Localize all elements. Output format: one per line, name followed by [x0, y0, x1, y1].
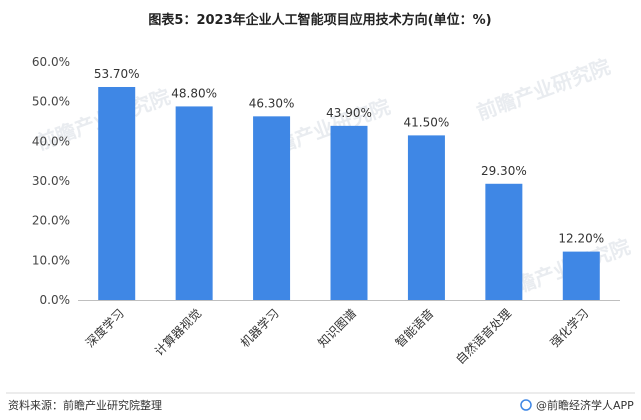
bar	[330, 125, 368, 300]
y-tick-label: 30.0%	[32, 174, 70, 188]
y-axis: 0.0% 10.0% 20.0% 30.0% 40.0% 50.0% 60.0%	[32, 55, 70, 307]
y-tick-label: 60.0%	[32, 55, 70, 69]
y-tick-label: 10.0%	[32, 253, 70, 267]
y-tick-label: 20.0%	[32, 214, 70, 228]
data-label: 46.30%	[249, 96, 295, 110]
brand-logo	[520, 399, 532, 411]
bar	[98, 86, 136, 301]
watermark-3: 前瞻产业研究院	[474, 54, 614, 124]
bar	[175, 106, 213, 300]
brand-icon	[520, 399, 532, 411]
data-labels: 53.70% 48.80% 46.30% 43.90% 41.50% 29.30% 12.2…	[94, 67, 604, 246]
x-tick-label: 计算器视觉	[151, 306, 204, 359]
source-note: 资料来源：前瞻产业研究院整理	[8, 398, 162, 412]
data-label: 41.50%	[404, 115, 450, 129]
x-tick-label: 知识图谱	[315, 306, 359, 350]
x-tick-label: 机器学习	[237, 306, 282, 351]
x-tick-label: 自然语音处理	[452, 306, 514, 368]
data-label: 48.80%	[171, 86, 217, 100]
x-tick-label: 强化学习	[547, 306, 592, 351]
x-axis-labels: 深度学习 计算器视觉 机器学习 知识图谱 智能语音 自然语音处理 强化学习	[82, 306, 591, 368]
bars	[98, 86, 600, 301]
x-tick-label: 智能语音	[392, 306, 437, 351]
y-tick-label: 40.0%	[32, 134, 70, 148]
data-label: 43.90%	[326, 106, 372, 120]
bar	[407, 135, 445, 300]
data-label: 53.70%	[94, 67, 140, 81]
bar	[485, 183, 523, 300]
x-tick-label: 深度学习	[82, 306, 127, 351]
chart-title: 图表5：2023年企业人工智能项目应用技术方向(单位：%)	[148, 12, 491, 28]
y-tick-label: 50.0%	[32, 95, 70, 109]
bar	[562, 251, 600, 300]
bar	[253, 116, 291, 301]
brand-text: @前瞻经济学人APP	[536, 398, 634, 412]
y-tick-label: 0.0%	[40, 293, 71, 307]
data-label: 12.20%	[558, 232, 604, 246]
data-label: 29.30%	[481, 164, 527, 178]
